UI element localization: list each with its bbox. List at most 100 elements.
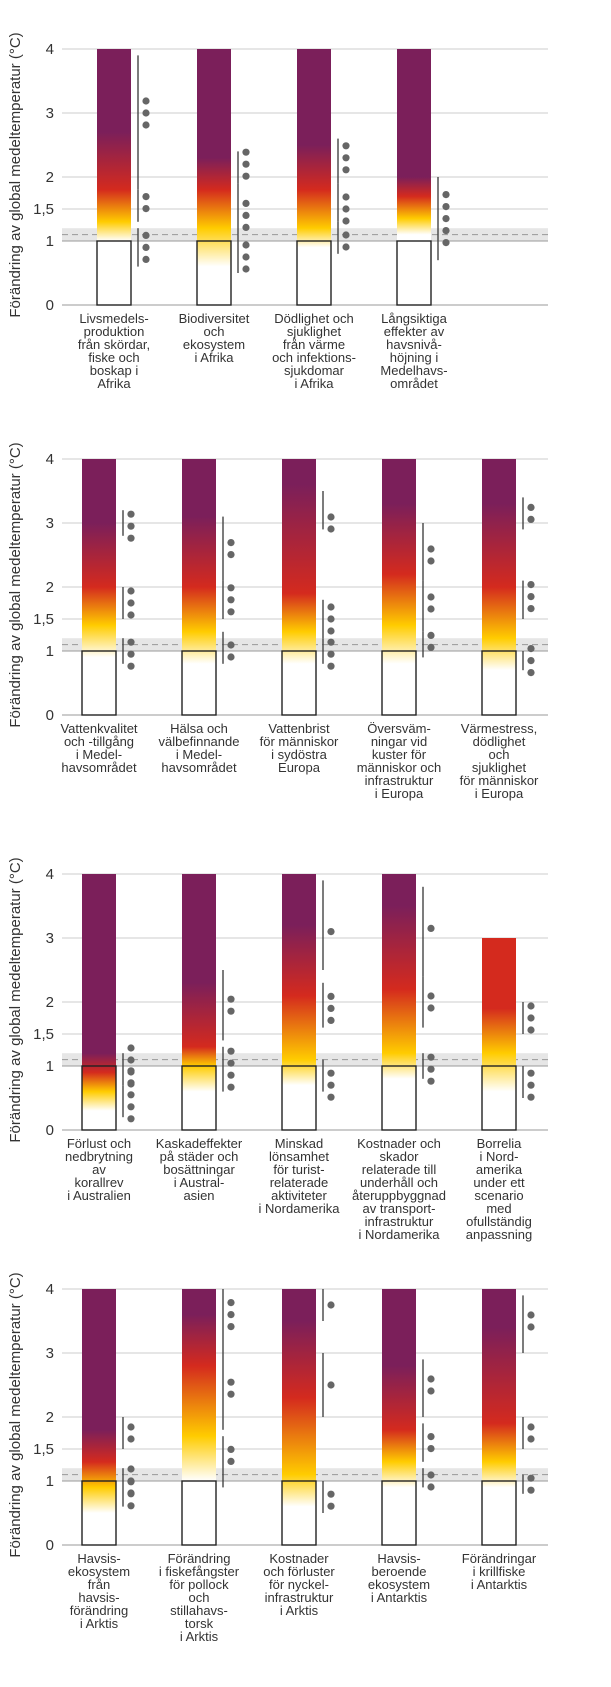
- category-label-line: anpassning: [466, 1227, 533, 1242]
- bar-baseline-box: [281, 1065, 317, 1131]
- category-label-line: i Arktis: [280, 1603, 319, 1618]
- confidence-dot: [227, 1323, 235, 1331]
- confidence-dot: [127, 1103, 135, 1111]
- confidence-dot: [142, 193, 150, 201]
- category-label-line: Hälsa och: [170, 721, 228, 736]
- confidence-dot: [127, 599, 135, 607]
- category-label-line: ningar vid: [371, 734, 427, 749]
- y-tick-label: 1: [46, 1058, 54, 1075]
- category-label-line: under ett: [473, 1175, 525, 1190]
- category-label-line: från värme: [283, 337, 345, 352]
- category-label-line: området: [390, 376, 438, 391]
- confidence-dot: [227, 584, 235, 592]
- confidence-dot: [442, 239, 450, 247]
- category-label-line: i Europa: [475, 786, 524, 801]
- confidence-dot: [327, 1381, 335, 1389]
- category-label-line: Dödlighet och: [274, 311, 354, 326]
- category-label-line: havsområdet: [61, 760, 137, 775]
- category-label-line: i Nord-: [479, 1149, 518, 1164]
- confidence-dot: [442, 191, 450, 199]
- category-label-line: för turist-: [273, 1162, 324, 1177]
- category-label: Dödlighet och sjuklighet från värme och inf…: [272, 311, 356, 391]
- category-label-line: i Nordamerika: [359, 1227, 441, 1242]
- risk-bar: [197, 49, 231, 305]
- category-label-line: ekosystem: [68, 1564, 130, 1579]
- bar-baseline-box: [81, 1065, 117, 1131]
- bar-baseline-box: [181, 1065, 217, 1131]
- bar-baseline-box: [81, 650, 117, 716]
- category-label-line: Havsis-: [377, 1551, 420, 1566]
- confidence-dot: [327, 1016, 335, 1024]
- category-label-line: Förlust och: [67, 1136, 131, 1151]
- confidence-dot: [227, 1083, 235, 1091]
- confidence-dot: [127, 1068, 135, 1076]
- category-label-line: från skördar,: [78, 337, 150, 352]
- bar-baseline-box: [481, 1065, 517, 1131]
- category-label-line: höjning i: [390, 350, 439, 365]
- category-label-line: och: [189, 1590, 210, 1605]
- risk-bar: [182, 874, 216, 1130]
- category-label-line: i Medel-: [76, 747, 122, 762]
- y-tick-label: 1,5: [33, 201, 54, 218]
- y-tick-label: 1: [46, 643, 54, 660]
- category-label: Hälsa och välbefinnande i Medel-havsområde…: [159, 721, 240, 775]
- risk-bar: [297, 49, 331, 305]
- category-label-line: välbefinnande: [159, 734, 240, 749]
- category-label-line: ekosystem: [368, 1577, 430, 1592]
- category-label-line: förändring: [70, 1603, 129, 1618]
- confidence-dot: [127, 1435, 135, 1443]
- confidence-dot: [327, 525, 335, 533]
- risk-bar: [397, 49, 431, 305]
- bar-baseline-box: [96, 240, 132, 306]
- bar-baseline-box: [381, 1065, 417, 1131]
- confidence-dot: [442, 203, 450, 211]
- confidence-dot: [327, 1069, 335, 1077]
- y-axis-label: Förändring av global medeltemperatur (°C…: [7, 857, 24, 1142]
- risk-bar: [382, 1289, 416, 1545]
- category-label-line: för människor: [460, 773, 539, 788]
- confidence-dot: [242, 253, 250, 261]
- category-label-line: för nyckel-: [269, 1577, 329, 1592]
- category-label-line: lönsamhet: [269, 1149, 329, 1164]
- confidence-dot: [227, 1299, 235, 1307]
- y-tick-label: 4: [46, 866, 54, 883]
- risk-bar: [482, 1289, 516, 1545]
- category-label-line: havsnivå-: [386, 337, 442, 352]
- confidence-dot: [527, 1486, 535, 1494]
- confidence-dot: [242, 241, 250, 249]
- y-tick-label: 0: [46, 1537, 54, 1554]
- confidence-dot: [427, 605, 435, 613]
- confidence-dot: [227, 1390, 235, 1398]
- confidence-dot: [127, 650, 135, 658]
- confidence-dot: [327, 662, 335, 670]
- bar-baseline-box: [481, 1480, 517, 1546]
- category-label-line: i fiskefångster: [159, 1564, 240, 1579]
- confidence-dot: [227, 539, 235, 547]
- confidence-dot: [327, 1081, 335, 1089]
- confidence-dot: [327, 638, 335, 646]
- confidence-dot: [527, 1474, 535, 1482]
- confidence-dot: [527, 657, 535, 665]
- confidence-dot: [427, 1375, 435, 1383]
- category-label-line: i Afrika: [194, 350, 234, 365]
- risk-bar: [82, 459, 116, 715]
- y-tick-label: 4: [46, 1281, 54, 1298]
- y-tick-label: 2: [46, 1409, 54, 1426]
- confidence-dot: [142, 109, 150, 117]
- confidence-dot: [127, 611, 135, 619]
- category-label-line: av transport-: [363, 1201, 436, 1216]
- confidence-dot: [427, 593, 435, 601]
- confidence-dot: [342, 217, 350, 225]
- confidence-dot: [327, 1502, 335, 1510]
- confidence-dot: [242, 148, 250, 156]
- category-label: Vattenbrist för människor i sydöstra Europa: [260, 721, 339, 775]
- confidence-dot: [327, 1004, 335, 1013]
- bar-baseline-box: [181, 1480, 217, 1546]
- confidence-dot: [527, 1069, 535, 1077]
- confidence-dot: [427, 1483, 435, 1491]
- category-label-line: Vattenkvalitet: [60, 721, 137, 736]
- confidence-dot: [227, 995, 235, 1003]
- bar-baseline-box: [281, 650, 317, 716]
- confidence-dot: [342, 243, 350, 251]
- confidence-dot: [127, 1477, 135, 1485]
